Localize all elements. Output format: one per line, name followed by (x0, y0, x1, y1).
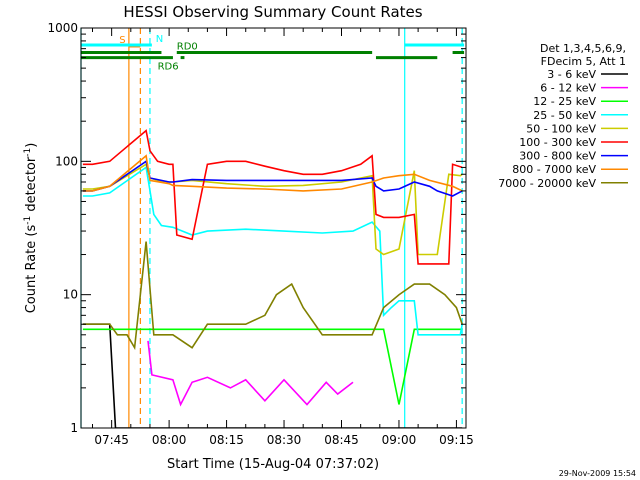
flag-1-label: N (156, 34, 163, 45)
series-7-line (82, 154, 463, 192)
y-axis: 1 10 100 1000 (47, 21, 466, 435)
legend-label-7: 800 - 7000 keV (512, 163, 596, 176)
y-axis-label: Count Rate (s-1 detector-1) (23, 143, 39, 314)
xtick-label-3: 08:30 (267, 433, 302, 447)
legend-header-0: Det 1,3,4,5,6,9, (540, 42, 626, 55)
y-axis-label-sup1: -1 (23, 216, 33, 225)
legend-label-4: 50 - 100 keV (526, 122, 596, 135)
y-axis-label-mid: detector (24, 156, 39, 216)
x-axis-label: Start Time (15-Aug-04 07:37:02) (167, 457, 379, 472)
flag-3-label: RD6 (158, 62, 179, 73)
ytick-label-2: 100 (55, 154, 78, 168)
xtick-label-0: 07:45 (94, 433, 129, 447)
xtick-label-2: 08:15 (209, 433, 244, 447)
legend-label-8: 7000 - 20000 keV (498, 177, 596, 190)
series-group (82, 129, 463, 428)
x-axis: 07:45 08:00 08:15 08:30 08:45 09:00 09:15 (91, 28, 474, 447)
series-3-line (82, 166, 463, 336)
series-5-line (82, 129, 463, 265)
legend-header-1: FDecim 5, Att 1 (541, 55, 626, 68)
plot-frame (80, 27, 467, 429)
chart-title: HESSI Observing Summary Count Rates (123, 3, 422, 21)
legend-label-5: 100 - 300 keV (519, 136, 596, 149)
legend-label-3: 25 - 50 keV (533, 109, 596, 122)
ytick-label-1: 10 (63, 288, 78, 302)
legend-label-1: 6 - 12 keV (540, 82, 596, 95)
legend: Det 1,3,4,5,6,9,FDecim 5, Att 13 - 6 keV… (498, 42, 628, 190)
xtick-label-1: 08:00 (152, 433, 187, 447)
series-8-line (82, 241, 463, 351)
flag-0-label: S (119, 35, 125, 46)
xtick-label-6: 09:15 (439, 433, 474, 447)
flag-2-label: RD0 (177, 42, 198, 53)
ytick-label-0: 1 (70, 421, 78, 435)
y-axis-label-main: Count Rate (s (24, 225, 39, 314)
legend-label-6: 300 - 800 keV (519, 150, 596, 163)
y-axis-label-end: ) (24, 143, 39, 148)
xtick-label-4: 08:45 (324, 433, 359, 447)
ytick-label-3: 1000 (47, 21, 78, 35)
flag-group: S N RD0 RD6 (81, 34, 465, 73)
xtick-label-5: 09:00 (382, 433, 417, 447)
legend-label-2: 12 - 25 keV (533, 95, 596, 108)
legend-label-0: 3 - 6 keV (547, 68, 596, 81)
series-2-line (82, 328, 463, 405)
series-1-line (147, 340, 354, 407)
y-axis-label-sup2: -1 (23, 148, 33, 157)
vline-group (80, 28, 463, 428)
timestamp: 29-Nov-2009 15:54 (559, 469, 636, 478)
